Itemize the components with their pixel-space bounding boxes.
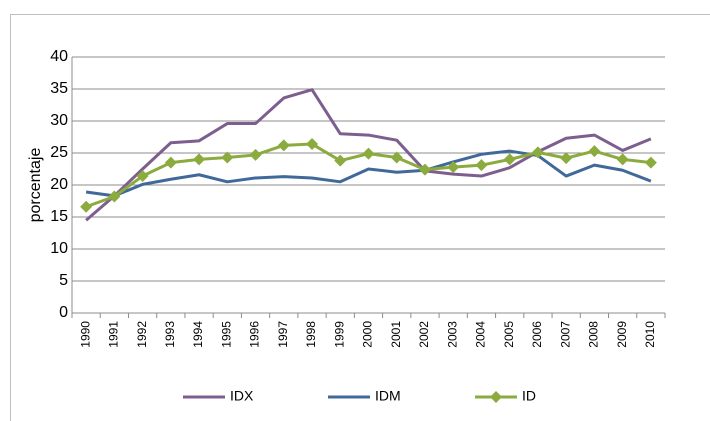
y-tick-label: 15 (50, 208, 68, 225)
y-tick-label: 10 (50, 240, 68, 257)
point-marker (390, 151, 403, 164)
x-tick-label: 2010 (643, 321, 657, 348)
x-tick-label: 2002 (417, 321, 431, 348)
point-marker (447, 161, 460, 174)
point-marker (644, 156, 657, 169)
x-tick-label: 2008 (587, 321, 601, 348)
x-tick-label: 1993 (163, 321, 177, 348)
x-tick-label: 2004 (474, 321, 488, 348)
x-tick-label: 1996 (248, 321, 262, 348)
point-marker (249, 148, 262, 161)
point-marker (164, 156, 177, 169)
point-marker (80, 200, 93, 213)
y-tick-label: 40 (50, 48, 68, 65)
x-tick-label: 1990 (78, 321, 92, 348)
y-tick-label: 30 (50, 112, 68, 129)
y-tick-label: 5 (59, 272, 68, 289)
point-marker (221, 151, 234, 164)
x-tick-label: 2001 (389, 321, 403, 348)
y-tick-label: 25 (50, 144, 68, 161)
x-tick-label: 1991 (107, 321, 121, 348)
x-tick-label: 2005 (502, 321, 516, 348)
point-marker (334, 154, 347, 167)
point-marker (616, 153, 629, 166)
legend-label: IDX (230, 388, 254, 404)
series-line (85, 149, 652, 198)
x-tick-label: 1992 (135, 321, 149, 348)
y-tick-label: 35 (50, 80, 68, 97)
x-tick-label: 1997 (276, 321, 290, 348)
x-tick-label: 2009 (615, 321, 629, 348)
point-marker (108, 190, 121, 203)
point-marker (560, 152, 573, 165)
x-tick-label: 1999 (332, 321, 346, 348)
legend-label: IDM (375, 388, 401, 404)
point-marker (277, 139, 290, 152)
legend-marker (490, 391, 502, 403)
series-line (85, 88, 652, 222)
x-tick-label: 2000 (361, 321, 375, 348)
x-tick-label: 2003 (445, 321, 459, 348)
y-axis-label: porcentaje (27, 148, 44, 223)
point-marker (531, 146, 544, 159)
point-marker (136, 170, 149, 183)
y-tick-label: 0 (59, 304, 68, 321)
point-marker (193, 153, 206, 166)
point-marker (306, 138, 319, 151)
x-tick-label: 2006 (530, 321, 544, 348)
point-marker (503, 153, 516, 166)
point-marker (475, 159, 488, 172)
x-tick-label: 1995 (219, 321, 233, 348)
point-marker (362, 147, 375, 160)
point-marker (588, 145, 601, 158)
x-tick-label: 1994 (191, 321, 205, 348)
legend-label: ID (522, 388, 536, 404)
y-tick-label: 20 (50, 176, 68, 193)
x-tick-label: 2007 (558, 321, 572, 348)
x-tick-label: 1998 (304, 321, 318, 348)
point-marker (418, 163, 431, 176)
